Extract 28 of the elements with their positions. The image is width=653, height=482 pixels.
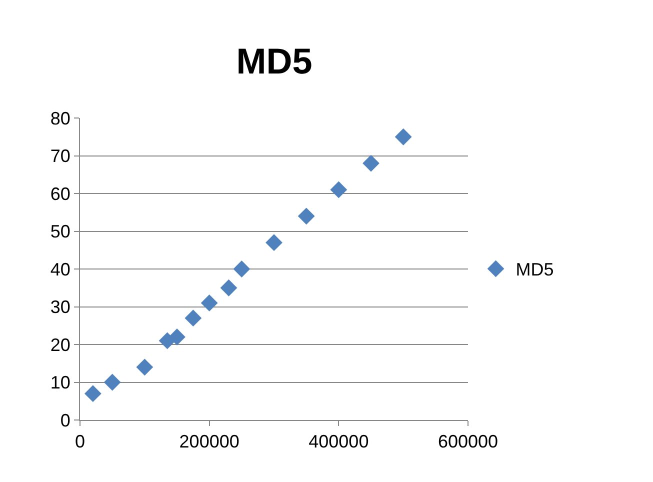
point (298, 208, 315, 225)
x-tick-label: 0 (74, 432, 86, 452)
point (200, 294, 218, 312)
y-tick-label: 40 (50, 259, 70, 280)
point (220, 279, 238, 296)
y-tick-label: 70 (50, 146, 70, 166)
point (168, 328, 186, 346)
y-tick-label: 80 (50, 108, 70, 128)
point (394, 128, 412, 146)
y-tick-label: 30 (50, 297, 70, 318)
point (84, 385, 102, 402)
y-tick-label: 20 (50, 334, 70, 355)
point (362, 154, 380, 172)
point (266, 234, 282, 252)
x-tick-label: 200000 (179, 432, 240, 452)
y-tick-label: 50 (50, 222, 70, 242)
chart-title: MD5 (236, 40, 312, 82)
x-tick-label: 400000 (308, 432, 369, 452)
point (104, 374, 121, 391)
y-tick-label: 0 (60, 410, 70, 430)
x-tick-label: 600000 (438, 432, 498, 452)
legend-label: MD5 (516, 260, 554, 280)
point (184, 310, 202, 327)
y-tick-label: 10 (50, 372, 70, 393)
point (233, 260, 250, 278)
y-tick-label: 60 (50, 184, 70, 204)
point (136, 358, 154, 376)
point (330, 181, 348, 198)
